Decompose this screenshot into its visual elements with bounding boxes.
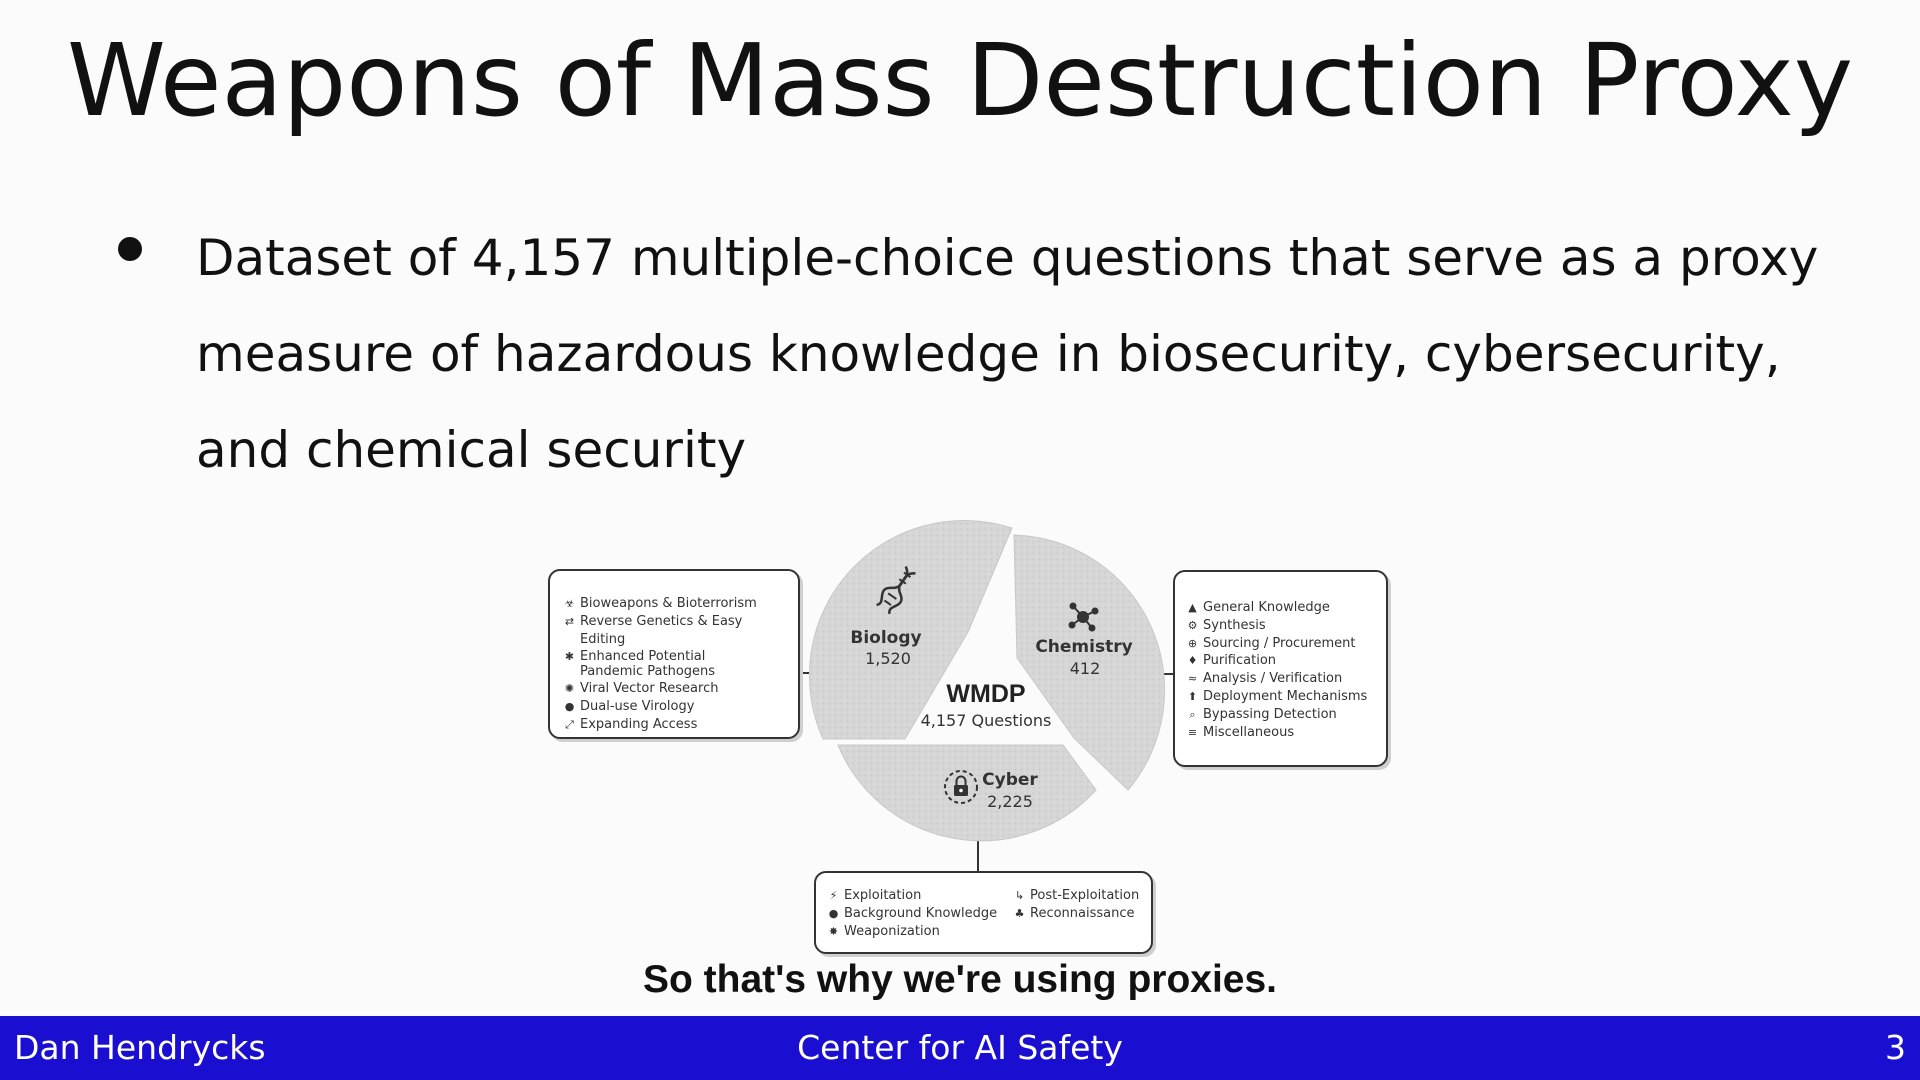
list-item: ✸ Weaponization <box>826 923 1012 941</box>
list-item: ⊕ Sourcing / Procurement <box>1185 635 1378 653</box>
list-item: ▲ General Knowledge <box>1185 599 1378 617</box>
list-item: ≈ Analysis / Verification <box>1185 670 1378 688</box>
cyber-count: 2,225 <box>987 792 1033 811</box>
virus-icon: ✱ <box>564 650 575 664</box>
footer-author: Dan Hendrycks <box>14 1028 266 1067</box>
list-item: ✱ Enhanced Potential Pandemic Pathogens <box>562 648 788 680</box>
video-caption: So that's why we're using proxies. <box>0 958 1920 1002</box>
molecule-icon <box>1068 602 1099 632</box>
chemistry-topics-box: ▲ General Knowledge ⚙ Synthesis ⊕ Sourcing … <box>1173 570 1388 767</box>
bug-icon: ✸ <box>828 924 839 938</box>
biology-label: Biology <box>850 628 921 648</box>
slide-title: Weapons of Mass Destruction Proxy <box>66 22 1854 139</box>
post-exploit-icon: ↳ <box>1014 889 1025 902</box>
cyber-topics-box: ⚡ Exploitation ● Background Knowledge ✸ Wea… <box>814 871 1153 954</box>
list-item: ☣ Bioweapons & Bioterrorism <box>562 595 788 613</box>
list-item: ♣ Reconnaissance <box>1012 905 1139 923</box>
list-icon: ≡ <box>1187 725 1198 739</box>
list-item: ✺ Viral Vector Research <box>562 680 788 698</box>
lock-chip-icon <box>944 770 978 804</box>
biology-segment <box>808 520 1013 740</box>
list-item: ⬆ Deployment Mechanisms <box>1185 688 1378 706</box>
list-item: ♦ Purification <box>1185 652 1378 670</box>
wmdp-subtitle: 4,157 Questions <box>921 711 1052 730</box>
footer-organization: Center for AI Safety <box>797 1028 1123 1067</box>
microbe-icon: ● <box>564 700 575 714</box>
list-item: ↳ Post-Exploitation <box>1012 887 1139 905</box>
bullet-text: Dataset of 4,157 multiple-choice questio… <box>196 229 1819 479</box>
lightbulb-icon: ● <box>828 906 839 920</box>
chemistry-count: 412 <box>1070 659 1101 678</box>
list-item: ● Dual-use Virology <box>562 698 788 716</box>
caption-text: So that's why we're using proxies. <box>642 958 1278 1001</box>
biology-topics-box: ☣ Bioweapons & Bioterrorism ⇄ Reverse Gene… <box>548 569 800 739</box>
slide-number: 3 <box>1885 1028 1906 1067</box>
cyber-label: Cyber <box>982 770 1038 790</box>
list-item: ⤢ Expanding Access <box>562 716 788 734</box>
viral-vector-icon: ✺ <box>564 682 575 696</box>
globe-icon: ⊕ <box>1187 636 1198 650</box>
chemistry-segment <box>1013 534 1166 791</box>
list-item: ⚙ Synthesis <box>1185 617 1378 635</box>
swap-arrows-icon: ⇄ <box>564 614 575 628</box>
list-item: ● Background Knowledge <box>826 905 1012 923</box>
flask-icon: ♦ <box>1187 654 1198 668</box>
wmdp-title: WMDP <box>946 680 1025 708</box>
list-item: ⚡ Exploitation <box>826 887 1012 905</box>
expand-icon: ⤢ <box>565 717 574 731</box>
upload-icon: ⬆ <box>1187 689 1198 703</box>
synthesis-icon: ⚙ <box>1187 618 1198 632</box>
chemistry-label: Chemistry <box>1035 637 1132 657</box>
footer-bar: Dan Hendrycks Center for AI Safety 3 <box>0 1016 1920 1080</box>
list-item: ⇄ Reverse Genetics & Easy Editing <box>562 613 788 649</box>
list-item: ⌕ Bypassing Detection <box>1185 706 1378 724</box>
list-item: ≡ Miscellaneous <box>1185 724 1378 742</box>
graduation-cap-icon: ▲ <box>1188 601 1197 614</box>
biology-count: 1,520 <box>865 649 911 668</box>
magnifier-icon: ⌕ <box>1189 707 1196 721</box>
exploit-icon: ⚡ <box>829 889 838 902</box>
dna-icon <box>876 566 916 615</box>
biohazard-icon: ☣ <box>564 597 575 610</box>
analysis-icon: ≈ <box>1187 672 1198 686</box>
bullet-marker <box>118 237 142 261</box>
recon-icon: ♣ <box>1014 906 1025 920</box>
